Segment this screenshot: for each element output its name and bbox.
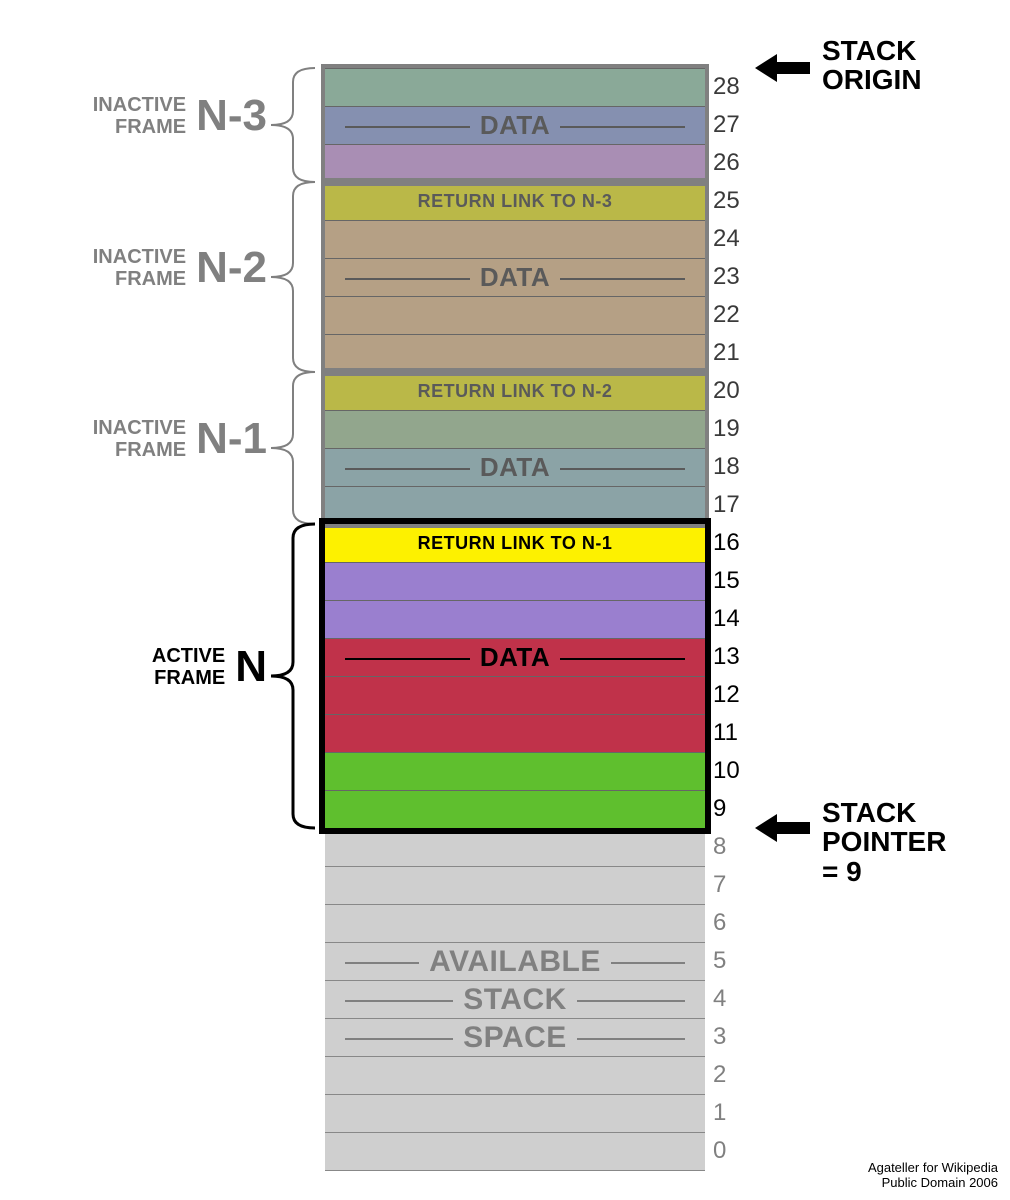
credit-text: Agateller for WikipediaPublic Domain 200… <box>868 1160 998 1190</box>
row-number: 26 <box>713 149 740 177</box>
stack-row-14 <box>325 600 705 638</box>
row-number: 16 <box>713 529 740 557</box>
row-number: 18 <box>713 453 740 481</box>
row-number: 21 <box>713 339 740 367</box>
row-number: 25 <box>713 187 740 215</box>
stack-row-1 <box>325 1094 705 1132</box>
row-label: SPACE <box>453 1021 577 1055</box>
frame-label-N: ACTIVEFRAMEN <box>152 642 267 692</box>
stack-row-21 <box>325 334 705 372</box>
stack-row-27: DATA <box>325 106 705 144</box>
stack-origin-arrow-icon <box>755 48 820 88</box>
row-label: DATA <box>470 642 560 673</box>
brace-N-1 <box>271 368 331 528</box>
row-number: 4 <box>713 985 726 1013</box>
row-number: 19 <box>713 415 740 443</box>
stack-row-15 <box>325 562 705 600</box>
row-number: 23 <box>713 263 740 291</box>
row-label: RETURN LINK TO N-3 <box>408 191 623 212</box>
stack-row-13: DATA <box>325 638 705 676</box>
row-number: 9 <box>713 795 726 823</box>
stack-row-12 <box>325 676 705 714</box>
stack-row-9 <box>325 790 705 828</box>
stack-origin-label: STACKORIGIN <box>822 36 922 95</box>
row-label: AVAILABLE <box>419 945 611 979</box>
frame-label-N-3: INACTIVEFRAMEN-3 <box>93 91 267 141</box>
row-number: 8 <box>713 833 726 861</box>
stack-row-6 <box>325 904 705 942</box>
row-number: 1 <box>713 1099 726 1127</box>
stack-column: DATA RETURN LINK TO N-3 DATA RETURN LINK TO… <box>325 68 705 1170</box>
row-number: 20 <box>713 377 740 405</box>
row-number: 15 <box>713 567 740 595</box>
row-label: DATA <box>470 110 560 141</box>
stack-row-4: STACK <box>325 980 705 1018</box>
stack-row-3: SPACE <box>325 1018 705 1056</box>
row-number: 3 <box>713 1023 726 1051</box>
frame-label-N-2: INACTIVEFRAMEN-2 <box>93 243 267 293</box>
row-number: 28 <box>713 73 740 101</box>
row-number: 2 <box>713 1061 726 1089</box>
frame-label-N-1: INACTIVEFRAMEN-1 <box>93 414 267 464</box>
row-number: 0 <box>713 1137 726 1165</box>
stack-row-16: RETURN LINK TO N-1 <box>325 524 705 562</box>
brace-N-2 <box>271 178 331 376</box>
stack-pointer-arrow-icon <box>755 808 820 848</box>
stack-row-2 <box>325 1056 705 1094</box>
stack-pointer-label: STACKPOINTER= 9 <box>822 798 946 886</box>
stack-row-23: DATA <box>325 258 705 296</box>
stack-row-24 <box>325 220 705 258</box>
stack-row-17 <box>325 486 705 524</box>
row-number: 17 <box>713 491 740 519</box>
row-label: STACK <box>453 983 577 1017</box>
stack-row-5: AVAILABLE <box>325 942 705 980</box>
stack-row-26 <box>325 144 705 182</box>
row-number: 11 <box>713 719 738 747</box>
row-label: DATA <box>470 452 560 483</box>
row-number: 12 <box>713 681 740 709</box>
row-number: 5 <box>713 947 726 975</box>
row-number: 27 <box>713 111 740 139</box>
row-label: DATA <box>470 262 560 293</box>
stack-row-8 <box>325 828 705 866</box>
row-number: 14 <box>713 605 740 633</box>
row-number: 10 <box>713 757 740 785</box>
stack-row-25: RETURN LINK TO N-3 <box>325 182 705 220</box>
brace-N <box>271 520 331 832</box>
stack-row-18: DATA <box>325 448 705 486</box>
stack-row-19 <box>325 410 705 448</box>
row-number: 6 <box>713 909 726 937</box>
stack-row-10 <box>325 752 705 790</box>
stack-row-28 <box>325 68 705 106</box>
stack-row-7 <box>325 866 705 904</box>
stack-row-20: RETURN LINK TO N-2 <box>325 372 705 410</box>
row-number: 22 <box>713 301 740 329</box>
stack-row-22 <box>325 296 705 334</box>
brace-N-3 <box>271 64 331 186</box>
row-number: 7 <box>713 871 726 899</box>
stack-row-11 <box>325 714 705 752</box>
row-label: RETURN LINK TO N-1 <box>408 533 623 554</box>
stack-row-0 <box>325 1132 705 1170</box>
row-number: 24 <box>713 225 740 253</box>
row-label: RETURN LINK TO N-2 <box>408 381 623 402</box>
row-number: 13 <box>713 643 740 671</box>
